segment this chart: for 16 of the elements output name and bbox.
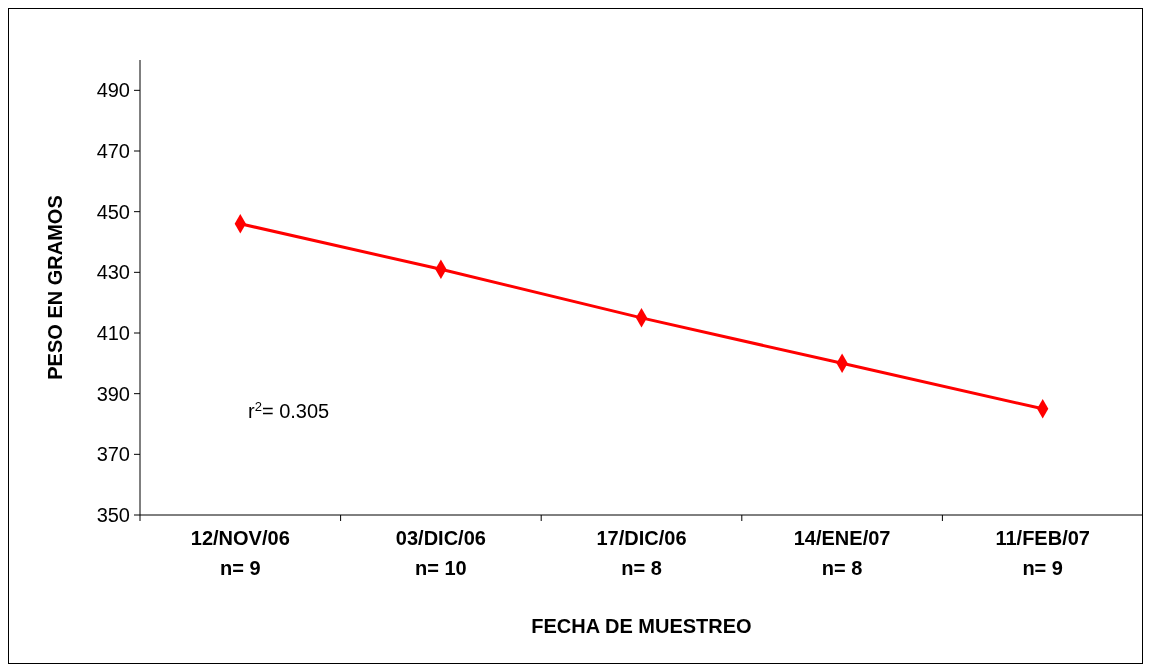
y-axis-title: PESO EN GRAMOS <box>44 195 66 380</box>
y-tick-label: 450 <box>96 200 130 223</box>
x-tick-label: 17/DIC/06 n= 8 <box>596 527 687 579</box>
annotation: r$^{2}$= 0.305 <box>248 398 330 422</box>
x-tick-label: 12/NOV/06 n= 9 <box>190 527 290 579</box>
x-tick-label: 11/FEB/07 n= 9 <box>995 527 1090 579</box>
x-axis-title: FECHA DE MUESTREO <box>531 615 752 637</box>
y-tick-label: 490 <box>96 79 130 102</box>
y-tick-label: 410 <box>96 322 130 344</box>
y-tick-label: 350 <box>96 504 130 526</box>
y-tick-label: 430 <box>96 261 130 284</box>
x-tick-label: 03/DIC/06 n= 10 <box>395 527 486 579</box>
y-tick-label: 370 <box>96 443 130 466</box>
x-tick-label: 14/ENE/07 n= 8 <box>793 527 891 579</box>
y-tick-label: 390 <box>96 382 130 405</box>
y-tick-label: 470 <box>96 140 130 162</box>
